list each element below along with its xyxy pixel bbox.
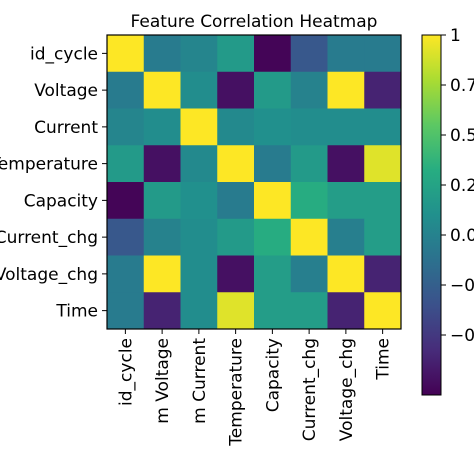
heatmap-cell xyxy=(180,182,218,220)
heatmap-cell xyxy=(107,145,145,183)
heatmap-cell xyxy=(364,218,402,256)
y-tick-label: Capacity xyxy=(24,191,98,211)
heatmap-cell xyxy=(327,255,365,293)
colorbar-tick-label: 0.2 xyxy=(450,176,474,196)
heatmap-cell xyxy=(327,182,365,220)
heatmap-cell xyxy=(327,292,365,330)
y-tick-label: Voltage xyxy=(34,81,98,101)
x-axis-ticks: id_cycle m Voltage m Current Temperature Cap… xyxy=(116,329,394,447)
x-tick-label: Capacity xyxy=(263,338,283,412)
heatmap-cell xyxy=(107,218,145,256)
heatmap-cell xyxy=(143,35,181,73)
y-axis-ticks: id_cycle Voltage Current Temperature Capacit… xyxy=(0,44,107,322)
colorbar-tick-label: 0.7 xyxy=(450,76,474,96)
heatmap-cell xyxy=(107,35,145,73)
heatmap-cell xyxy=(290,255,328,293)
heatmap-cell xyxy=(180,255,218,293)
heatmap-cell xyxy=(217,145,255,183)
heatmap-cell xyxy=(180,35,218,73)
heatmap-cell xyxy=(364,35,402,73)
heatmap-cell xyxy=(143,71,181,109)
y-tick-label: Current xyxy=(34,118,98,138)
heatmap-cell xyxy=(290,35,328,73)
heatmap-cell xyxy=(364,71,402,109)
plot-frame xyxy=(106,34,402,330)
colorbar-tick-label: 0.5 xyxy=(450,126,474,146)
heatmap-cell xyxy=(290,108,328,146)
y-tick-label: Time xyxy=(55,302,98,322)
heatmap-cell xyxy=(143,218,181,256)
heatmap-cell xyxy=(107,182,145,220)
x-tick-label: id_cycle xyxy=(116,338,136,406)
heatmap-cell xyxy=(107,255,145,293)
colorbar-tick-label: 1 xyxy=(450,26,461,46)
colorbar-ticks: 1 0.7 0.5 0.2 0.0 −0 −0 xyxy=(441,26,474,346)
heatmap-cell xyxy=(217,218,255,256)
heatmap-cell xyxy=(217,182,255,220)
heatmap-cell xyxy=(364,255,402,293)
x-tick-label: Time xyxy=(374,338,394,381)
y-tick-label: id_cycle xyxy=(30,44,98,64)
heatmap-cell xyxy=(143,292,181,330)
heatmap-cell xyxy=(290,145,328,183)
heatmap-cell xyxy=(254,71,292,109)
heatmap-cell xyxy=(143,182,181,220)
heatmap-cell xyxy=(290,71,328,109)
heatmap-cell xyxy=(143,145,181,183)
heatmap-cell xyxy=(180,292,218,330)
heatmap-cell xyxy=(217,255,255,293)
heatmap-cell xyxy=(364,182,402,220)
heatmap-cell xyxy=(290,218,328,256)
heatmap-cells xyxy=(107,35,402,330)
heatmap-cell xyxy=(290,182,328,220)
heatmap-cell xyxy=(180,71,218,109)
colorbar-tick-label: −0 xyxy=(450,276,474,296)
x-tick-label: m Voltage xyxy=(153,338,173,424)
heatmap-cell xyxy=(180,145,218,183)
x-tick-label: m Current xyxy=(190,338,210,424)
heatmap-cell xyxy=(143,108,181,146)
heatmap-cell xyxy=(254,35,292,73)
y-tick-label: Current_chg xyxy=(0,228,98,248)
chart-title: Feature Correlation Heatmap xyxy=(131,12,378,32)
heatmap-cell xyxy=(254,292,292,330)
heatmap-cell xyxy=(254,145,292,183)
heatmap-cell xyxy=(327,218,365,256)
heatmap-cell xyxy=(364,292,402,330)
heatmap-cell xyxy=(217,71,255,109)
heatmap-cell xyxy=(327,71,365,109)
heatmap-cell xyxy=(180,218,218,256)
heatmap-cell xyxy=(143,255,181,293)
heatmap-cell xyxy=(107,292,145,330)
heatmap-cell xyxy=(254,255,292,293)
heatmap-cell xyxy=(107,71,145,109)
heatmap-cell xyxy=(217,292,255,330)
x-tick-label: Temperature xyxy=(227,338,247,447)
colorbar-tick-label: 0.0 xyxy=(450,226,474,246)
heatmap-cell xyxy=(327,145,365,183)
x-tick-label: Current_chg xyxy=(300,338,320,441)
colorbar-tick-label: −0 xyxy=(450,326,474,346)
heatmap-cell xyxy=(290,292,328,330)
x-tick-label: Voltage_chg xyxy=(337,338,357,441)
heatmap-cell xyxy=(254,108,292,146)
heatmap-cell xyxy=(327,108,365,146)
heatmap-cell xyxy=(364,108,402,146)
heatmap-cell xyxy=(217,108,255,146)
colorbar xyxy=(421,34,442,396)
heatmap-cell xyxy=(254,218,292,256)
y-tick-label: Voltage_chg xyxy=(0,265,98,285)
heatmap-cell xyxy=(107,108,145,146)
heatmap-cell xyxy=(364,145,402,183)
heatmap-cell xyxy=(180,108,218,146)
heatmap-cell xyxy=(217,35,255,73)
heatmap-cell xyxy=(327,35,365,73)
y-tick-label: Temperature xyxy=(0,155,98,175)
heatmap-cell xyxy=(254,182,292,220)
